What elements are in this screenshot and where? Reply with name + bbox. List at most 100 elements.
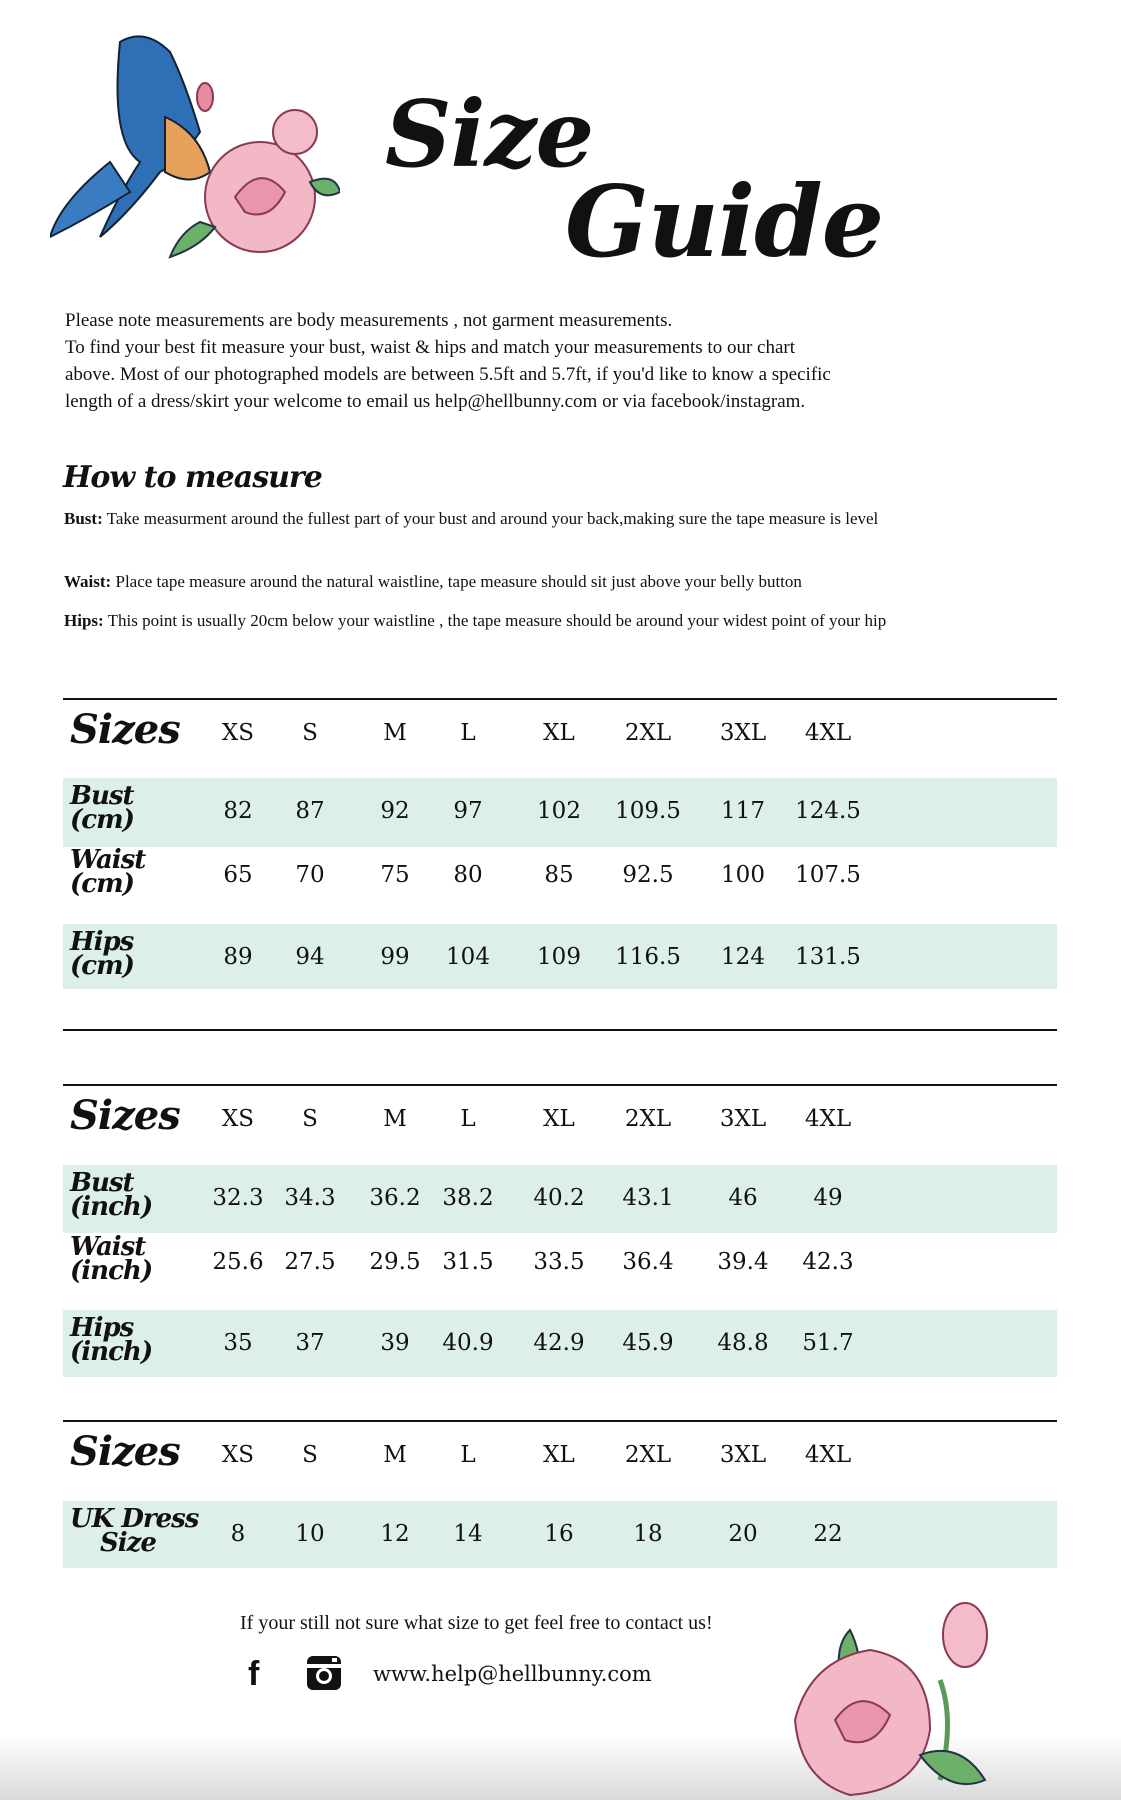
title-guide: Guide (565, 165, 884, 280)
row-label-uk-dress: UK Dress Size (70, 1504, 199, 1558)
measure-name: Waist (70, 845, 146, 875)
value-cell: 29.5 (369, 1249, 421, 1275)
intro-paragraph: Please note measurements are body measur… (65, 307, 1115, 415)
value-cell: 37 (295, 1330, 325, 1356)
instruction-text: Place tape measure around the natural wa… (111, 572, 802, 591)
size-header-m: M (383, 1442, 407, 1468)
size-header-xs: XS (221, 1442, 255, 1468)
value-cell: 35 (223, 1330, 253, 1356)
value-cell: 39.4 (717, 1249, 769, 1275)
size-header-xl: XL (543, 720, 575, 746)
value-cell: 65 (223, 862, 253, 888)
value-cell: 117 (721, 798, 765, 824)
bust-instruction: Bust: Take measurment around the fullest… (64, 506, 1104, 532)
value-cell: 46 (728, 1185, 758, 1211)
size-header-4xl: 4XL (804, 1442, 852, 1468)
value-cell: 124.5 (795, 798, 861, 824)
row-label-hips: Hips (inch) (70, 1313, 153, 1367)
value-cell: 102 (537, 798, 581, 824)
value-cell: 104 (446, 944, 490, 970)
value-cell: 31.5 (442, 1249, 494, 1275)
value-cell: 109 (537, 944, 581, 970)
value-cell: 48.8 (717, 1330, 769, 1356)
sizes-header-label: Sizes (70, 706, 181, 753)
size-header-4xl: 4XL (804, 720, 852, 746)
table-rule (63, 1029, 1057, 1031)
row-band (63, 924, 1057, 989)
sizes-header-label: Sizes (70, 1092, 181, 1139)
value-cell: 34.3 (284, 1185, 336, 1211)
size-header-2xl: 2XL (624, 1106, 672, 1132)
value-cell: 42.9 (533, 1330, 585, 1356)
measure-name: Hips (70, 927, 134, 957)
intro-line: To find your best fit measure your bust,… (65, 337, 796, 358)
value-cell: 16 (544, 1521, 574, 1547)
value-cell: 36.2 (369, 1185, 421, 1211)
value-cell: 92 (380, 798, 410, 824)
value-cell: 40.2 (533, 1185, 585, 1211)
size-header-l: L (460, 1442, 476, 1468)
contact-url[interactable]: www.help@hellbunny.com (373, 1662, 652, 1686)
size-header-4xl: 4XL (804, 1106, 852, 1132)
row-label-hips: Hips (cm) (70, 927, 135, 981)
size-header-s: S (302, 1442, 318, 1468)
waist-instruction: Waist: Place tape measure around the nat… (64, 569, 1104, 595)
measure-name: Bust (70, 1168, 135, 1198)
sizes-header-label: Sizes (70, 1428, 181, 1475)
intro-line: Please note measurements are body measur… (65, 310, 673, 331)
value-cell: 87 (295, 798, 325, 824)
swallow-and-roses-illustration (50, 35, 340, 259)
size-header-l: L (460, 720, 476, 746)
title-size: Size (385, 80, 594, 188)
measure-name: Waist (70, 1232, 146, 1262)
value-cell: 116.5 (615, 944, 681, 970)
instagram-icon[interactable] (306, 1655, 342, 1691)
value-cell: 97 (453, 798, 483, 824)
value-cell: 25.6 (212, 1249, 264, 1275)
value-cell: 10 (295, 1521, 325, 1547)
intro-line: above. Most of our photographed models a… (65, 364, 831, 385)
size-header-2xl: 2XL (624, 1442, 672, 1468)
size-header-m: M (383, 720, 407, 746)
measure-unit: (inch) (70, 1256, 153, 1286)
contact-text: If your still not sure what size to get … (240, 1612, 713, 1634)
measure-unit: Size (100, 1528, 157, 1558)
measure-unit: (inch) (70, 1337, 153, 1367)
measure-name: UK Dress (70, 1504, 199, 1534)
value-cell: 22 (813, 1521, 843, 1547)
value-cell: 109.5 (615, 798, 681, 824)
rose-illustration (793, 1602, 988, 1797)
value-cell: 131.5 (795, 944, 861, 970)
facebook-icon[interactable]: f (248, 1655, 260, 1693)
value-cell: 124 (721, 944, 765, 970)
value-cell: 94 (295, 944, 325, 970)
instruction-text: Take measurment around the fullest part … (102, 509, 879, 528)
value-cell: 51.7 (802, 1330, 854, 1356)
value-cell: 85 (544, 862, 574, 888)
row-band (63, 1165, 1057, 1233)
size-header-l: L (460, 1106, 476, 1132)
table-rule (63, 1084, 1057, 1086)
size-header-2xl: 2XL (624, 720, 672, 746)
row-label-waist: Waist (inch) (70, 1232, 153, 1286)
value-cell: 70 (295, 862, 325, 888)
value-cell: 27.5 (284, 1249, 336, 1275)
table-rule (63, 698, 1057, 700)
value-cell: 82 (223, 798, 253, 824)
size-header-xs: XS (221, 1106, 255, 1132)
size-header-xl: XL (543, 1106, 575, 1132)
value-cell: 14 (453, 1521, 483, 1547)
measure-unit: (cm) (70, 951, 135, 981)
value-cell: 99 (380, 944, 410, 970)
row-label-waist: Waist (cm) (70, 845, 146, 897)
row-band (63, 1501, 1057, 1568)
value-cell: 20 (728, 1521, 758, 1547)
value-cell: 42.3 (802, 1249, 854, 1275)
measure-name: Hips (70, 1313, 134, 1343)
value-cell: 32.3 (212, 1185, 264, 1211)
value-cell: 100 (721, 862, 765, 888)
value-cell: 49 (813, 1185, 843, 1211)
row-band (63, 1310, 1057, 1377)
size-header-xs: XS (221, 720, 255, 746)
instruction-label: Bust: (64, 509, 103, 528)
